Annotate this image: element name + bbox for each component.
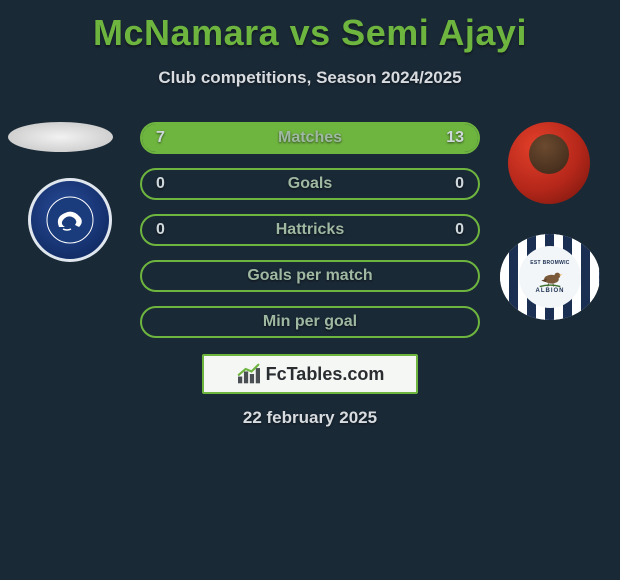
stat-label: Goals per match <box>247 267 372 285</box>
player-right-club-badge: EST BROMWIC ALBION <box>500 234 600 320</box>
page-subtitle: Club competitions, Season 2024/2025 <box>0 68 620 88</box>
lion-icon <box>45 195 95 245</box>
player-left-avatar <box>8 122 113 152</box>
stat-value-right: 0 <box>455 221 464 239</box>
infographic-date: 22 february 2025 <box>0 408 620 428</box>
stat-label: Min per goal <box>263 313 357 331</box>
stat-value-left: 0 <box>156 175 165 193</box>
player-left-club-badge <box>28 178 112 262</box>
stats-table: 7 Matches 13 0 Goals 0 0 Hattricks 0 Goals per ma… <box>140 122 480 352</box>
stat-value-right: 13 <box>446 129 464 147</box>
stat-row: Min per goal <box>140 306 480 338</box>
stat-label: Hattricks <box>276 221 344 239</box>
thrush-icon <box>535 266 565 288</box>
stat-label: Matches <box>278 129 342 147</box>
page-title: McNamara vs Semi Ajayi <box>0 0 620 54</box>
stat-row: Goals per match <box>140 260 480 292</box>
stat-value-left: 0 <box>156 221 165 239</box>
site-name: FcTables.com <box>266 364 385 385</box>
stat-value-left: 7 <box>156 129 165 147</box>
player-right-avatar <box>508 122 590 204</box>
stat-row: 7 Matches 13 <box>140 122 480 154</box>
stat-label: Goals <box>288 175 332 193</box>
fctables-logo-icon <box>236 363 262 385</box>
stat-row: 0 Hattricks 0 <box>140 214 480 246</box>
stat-value-right: 0 <box>455 175 464 193</box>
stat-row: 0 Goals 0 <box>140 168 480 200</box>
site-attribution[interactable]: FcTables.com <box>202 354 418 394</box>
